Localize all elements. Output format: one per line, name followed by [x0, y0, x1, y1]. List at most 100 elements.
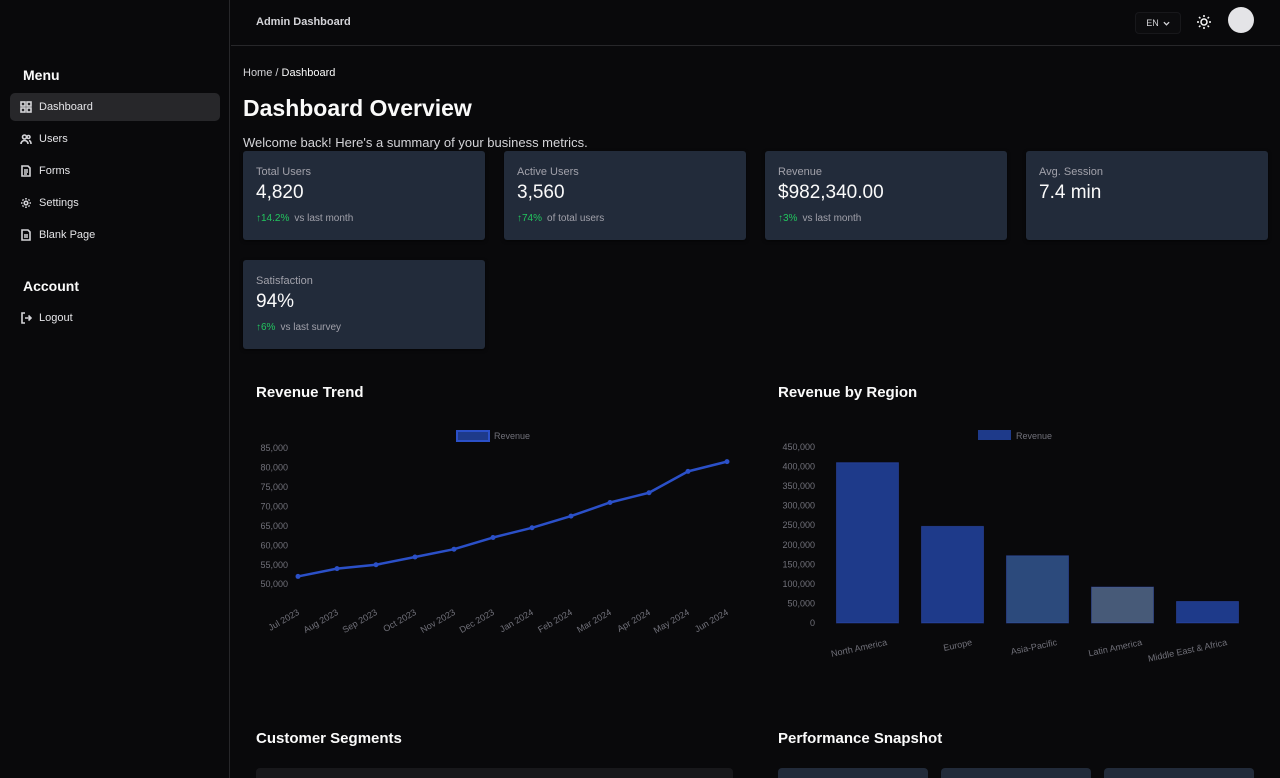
stat-delta-value: 14.2% — [261, 213, 290, 224]
x-tick-label: Jun 2024 — [693, 607, 730, 634]
sidebar-account-title: Account — [23, 278, 79, 294]
y-tick-label: 65,000 — [260, 521, 288, 531]
stat-label: Active Users — [517, 166, 579, 178]
language-selector[interactable]: EN — [1135, 12, 1181, 34]
customer-segments-title: Customer Segments — [256, 730, 402, 747]
x-tick-label: Dec 2023 — [458, 607, 496, 635]
stat-delta-value: 74% — [522, 213, 543, 224]
x-tick-label: Jul 2023 — [267, 607, 301, 633]
sidebar-item-blank-page[interactable]: Blank Page — [10, 221, 220, 249]
topbar: Admin Dashboard EN — [231, 0, 1280, 46]
breadcrumb-current: Dashboard — [281, 67, 336, 79]
sidebar-item-users[interactable]: Users — [10, 125, 220, 153]
bar — [1091, 586, 1154, 624]
logout-icon — [21, 312, 32, 324]
series-line — [297, 460, 728, 578]
y-tick-label: 75,000 — [260, 482, 288, 492]
app-title: Admin Dashboard — [256, 16, 351, 28]
data-point — [451, 546, 457, 552]
y-tick-label: 400,000 — [782, 462, 815, 472]
y-tick-label: 50,000 — [787, 598, 815, 608]
customer-segments-panel — [256, 768, 733, 778]
performance-card — [1104, 768, 1254, 778]
avatar[interactable] — [1228, 7, 1254, 33]
data-point — [685, 468, 691, 474]
stat-value: 3,560 — [517, 182, 565, 203]
y-tick-label: 350,000 — [782, 481, 815, 491]
sidebar-item-label: Forms — [39, 165, 71, 177]
x-tick-label: Europe — [942, 637, 972, 653]
x-tick-label: Feb 2024 — [536, 607, 574, 635]
revenue-trend-chart: Revenue 50,000 55,000 60,000 65,000 70,000 75,… — [260, 430, 730, 635]
stat-label: Avg. Session — [1039, 166, 1104, 178]
x-tick-label: Oct 2023 — [381, 607, 418, 634]
bar — [1176, 600, 1239, 624]
stat-value: 94% — [256, 291, 295, 312]
x-tick-label: Asia-Pacific — [1010, 637, 1059, 657]
breadcrumb-home[interactable]: Home — [243, 67, 273, 79]
x-tick-label: Latin America — [1087, 637, 1142, 658]
sidebar-item-logout[interactable]: Logout — [10, 304, 220, 332]
y-tick-label: 80,000 — [260, 462, 288, 472]
x-tick-label: Mar 2024 — [575, 607, 613, 635]
sidebar-item-dashboard[interactable]: Dashboard — [10, 93, 220, 121]
performance-snapshot-title: Performance Snapshot — [778, 730, 943, 747]
sidebar-item-label: Blank Page — [39, 229, 96, 241]
trend-up-indicator: ↑74% — [517, 213, 543, 224]
y-tick-label: 55,000 — [260, 560, 288, 570]
revenue-by-region-title: Revenue by Region — [778, 384, 918, 401]
data-point — [529, 525, 535, 531]
language-value: EN — [1146, 18, 1159, 28]
stat-value: 7.4 min — [1039, 182, 1102, 203]
page-icon — [21, 229, 31, 241]
x-tick-label: Sep 2023 — [341, 607, 379, 635]
y-tick-label: 85,000 — [260, 443, 288, 453]
y-tick-label: 150,000 — [782, 559, 815, 569]
forms-icon — [21, 165, 31, 177]
y-tick-label: 250,000 — [782, 520, 815, 530]
sidebar-item-forms[interactable]: Forms — [10, 157, 220, 185]
sidebar-item-label: Settings — [39, 197, 79, 209]
stat-delta-note: vs last month — [802, 213, 862, 224]
sun-icon — [1197, 15, 1211, 29]
legend-swatch — [978, 430, 1011, 440]
stat-label: Total Users — [256, 166, 312, 178]
x-tick-label: North America — [830, 637, 888, 659]
page-subtitle: Welcome back! Here's a summary of your b… — [243, 135, 588, 150]
data-point — [607, 499, 613, 505]
data-point — [373, 562, 379, 568]
performance-card — [941, 768, 1091, 778]
stat-delta: ↑3% vs last month — [778, 213, 861, 224]
stat-delta-note: of total users — [547, 213, 605, 224]
legend-label: Revenue — [1016, 431, 1052, 441]
gear-icon — [21, 198, 31, 208]
x-tick-label: Middle East & Africa — [1147, 637, 1228, 664]
legend-label: Revenue — [494, 431, 530, 441]
y-tick-label: 450,000 — [782, 442, 815, 452]
bar — [1006, 555, 1069, 624]
stat-delta: ↑14.2% vs last month — [256, 213, 353, 224]
data-point — [724, 459, 730, 465]
stat-label: Revenue — [778, 166, 823, 178]
stat-card-revenue: Revenue $982,340.00 ↑3% vs last month — [765, 151, 1007, 240]
stat-card-total-users: Total Users 4,820 ↑14.2% vs last month — [243, 151, 485, 240]
data-point — [334, 566, 340, 572]
data-point — [568, 513, 574, 519]
theme-toggle-button[interactable] — [1196, 14, 1212, 30]
stat-delta: ↑74% of total users — [517, 213, 604, 224]
stat-delta: ↑6% vs last survey — [256, 322, 341, 333]
trend-up-indicator: ↑6% — [256, 322, 276, 333]
dashboard-icon — [20, 101, 32, 113]
data-point — [646, 490, 652, 496]
sidebar-item-settings[interactable]: Settings — [10, 189, 220, 217]
stat-value: $982,340.00 — [778, 182, 884, 203]
trend-up-indicator: ↑3% — [778, 213, 798, 224]
sidebar-item-label: Dashboard — [39, 101, 93, 113]
y-tick-label: 70,000 — [260, 501, 288, 511]
stat-delta-note: vs last month — [294, 213, 354, 224]
performance-card — [778, 768, 928, 778]
breadcrumb-separator: / — [275, 67, 279, 79]
y-tick-label: 100,000 — [782, 579, 815, 589]
page-title: Dashboard Overview — [243, 95, 472, 121]
